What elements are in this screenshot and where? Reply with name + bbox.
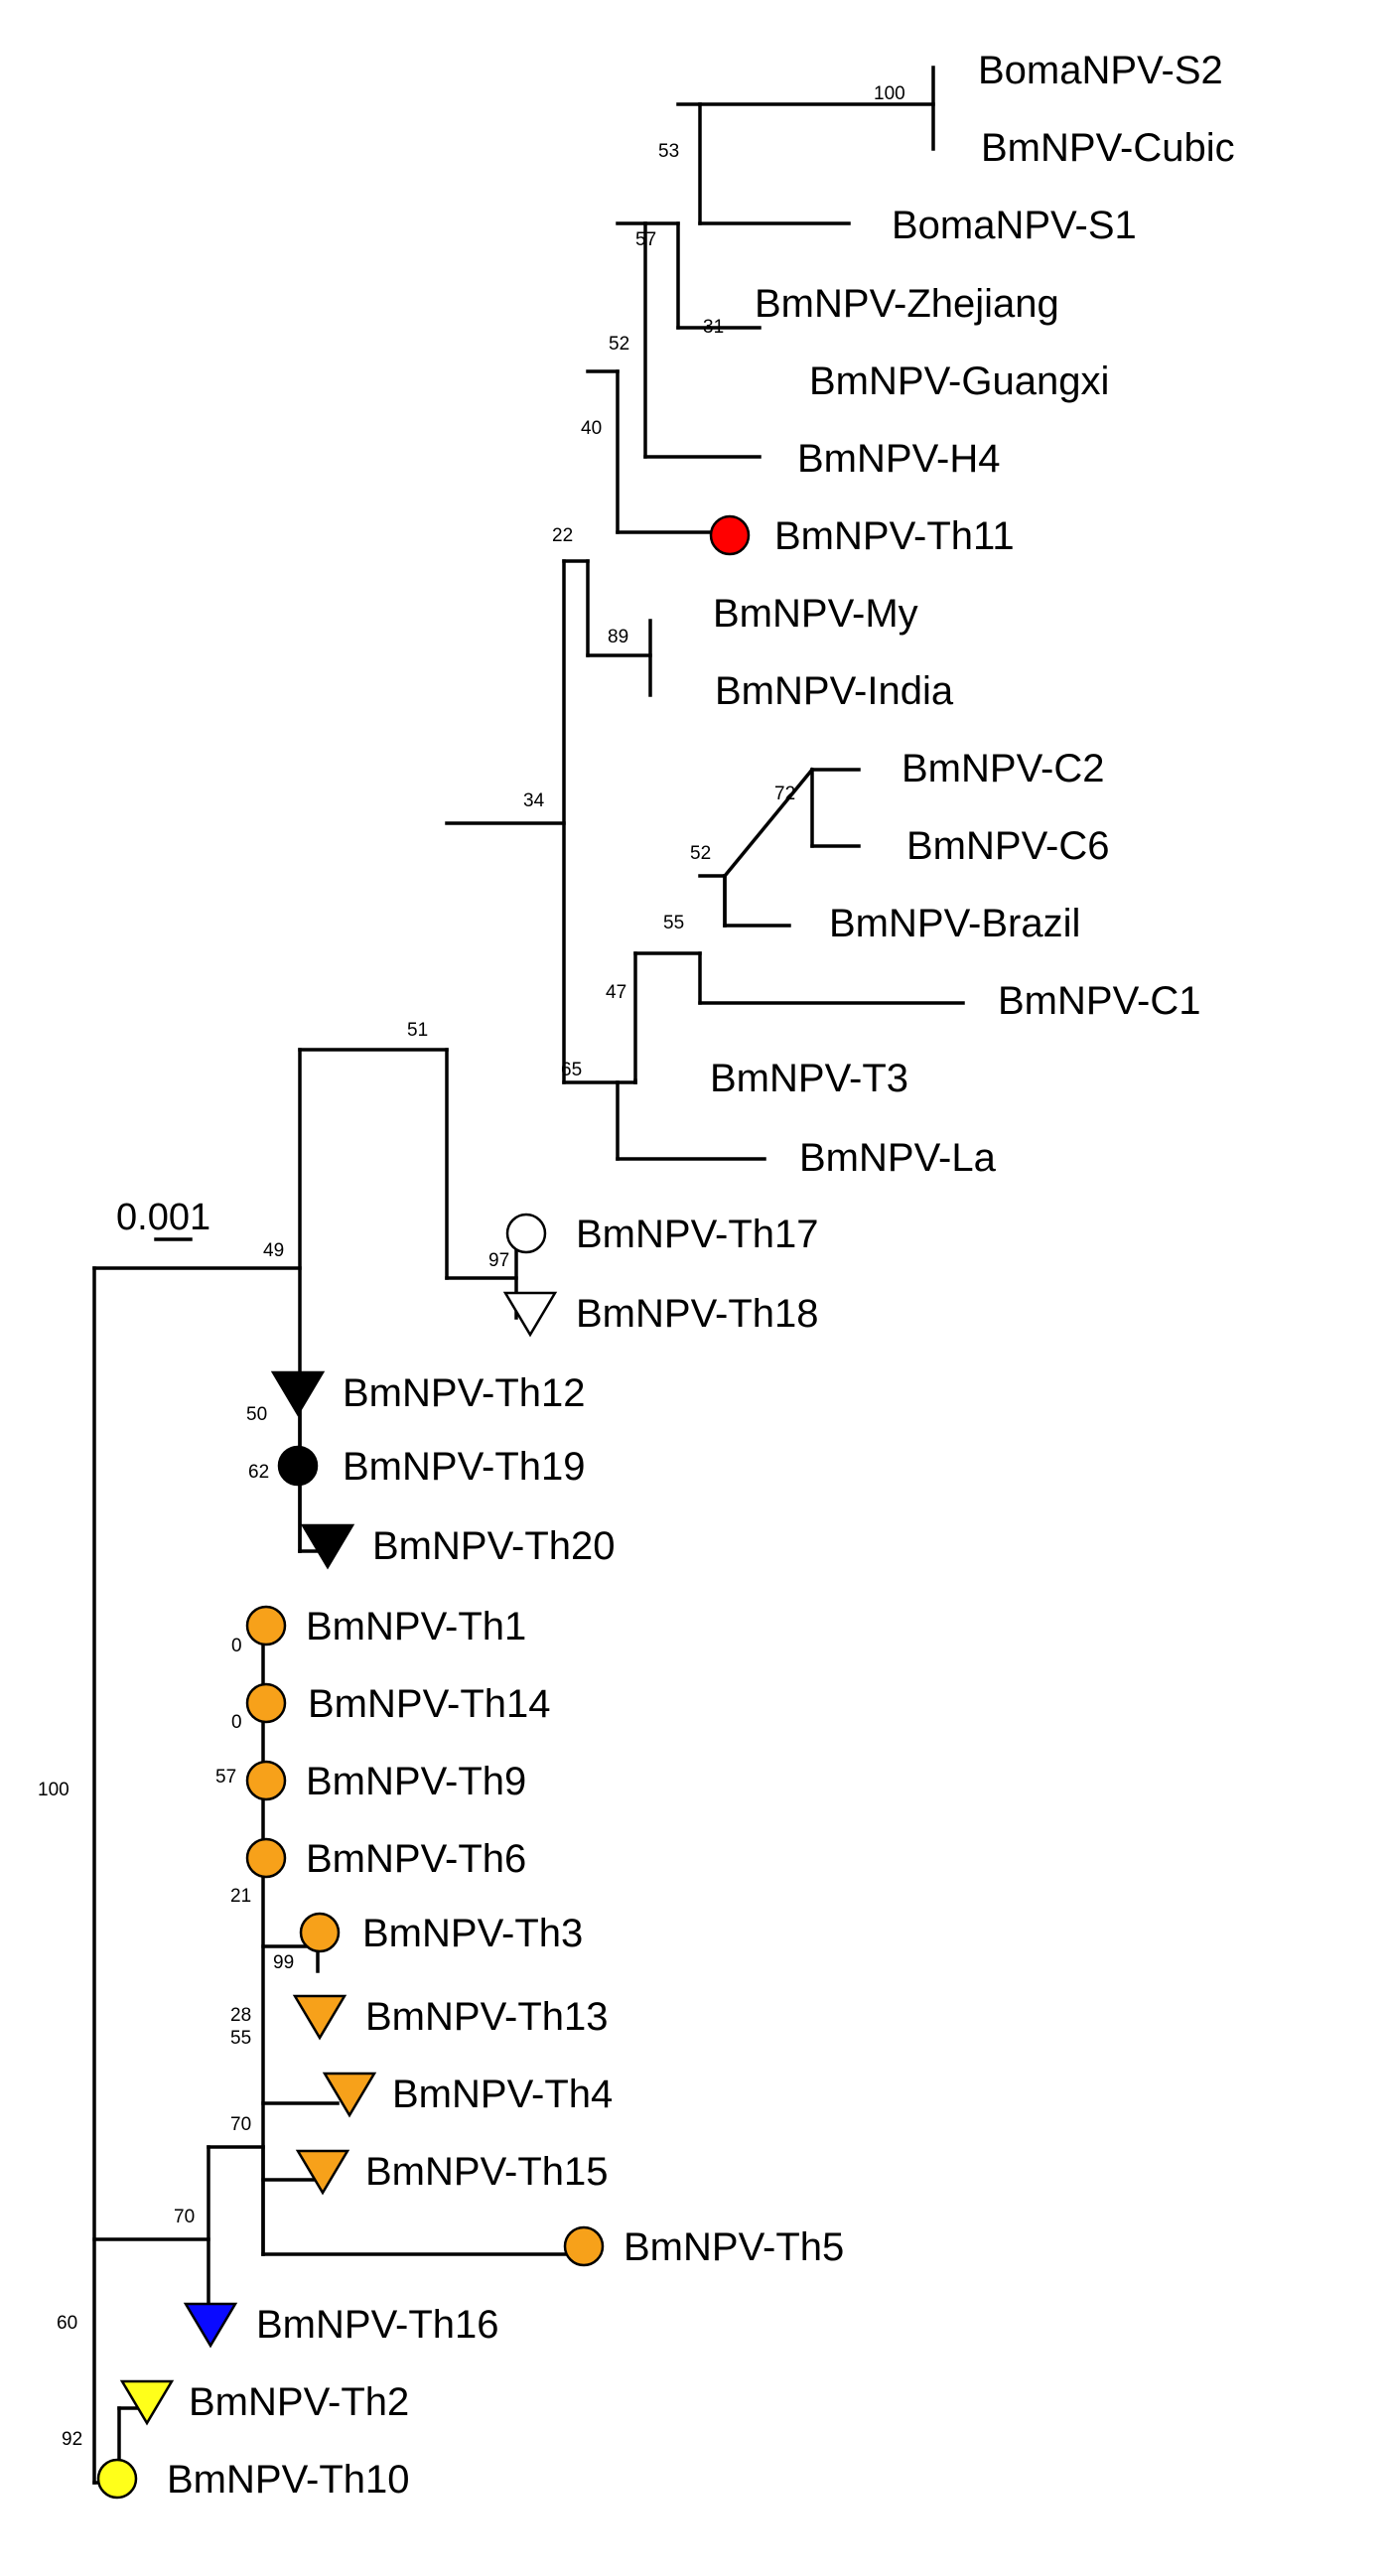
taxon-label: BmNPV-Cubic xyxy=(981,126,1235,170)
circle-marker-icon xyxy=(563,2225,605,2267)
support-value-label: 0 xyxy=(231,1712,242,1733)
triangle-marker-icon xyxy=(502,1291,558,1338)
taxon-label: BmNPV-India xyxy=(715,669,954,713)
support-value-label: 97 xyxy=(488,1250,509,1271)
taxon-label: BmNPV-My xyxy=(713,592,918,636)
taxon-label: BomaNPV-S1 xyxy=(892,204,1137,247)
support-value-label: 65 xyxy=(561,1060,582,1080)
taxon-label: BmNPV-Th14 xyxy=(308,1682,551,1726)
taxon-label: BmNPV-C6 xyxy=(906,824,1110,868)
support-value-label: 70 xyxy=(230,2114,251,2135)
taxon-label: BmNPV-C1 xyxy=(998,979,1201,1023)
taxon-labels: BomaNPV-S2 BmNPV-Cubic BomaNPV-S1 BmNPV-Zhe… xyxy=(167,49,1235,2502)
circle-marker-icon xyxy=(245,1837,287,1879)
taxon-label: BmNPV-Th4 xyxy=(392,2073,613,2116)
taxon-label: BmNPV-Th15 xyxy=(365,2150,609,2194)
support-value-label: 28 xyxy=(230,2005,251,2026)
support-value-label: 21 xyxy=(230,1886,251,1907)
taxon-label: BmNPV-Th12 xyxy=(343,1371,586,1415)
triangle-marker-icon xyxy=(322,2072,377,2118)
taxon-label: BmNPV-Th9 xyxy=(306,1760,526,1803)
support-value-label: 89 xyxy=(608,627,628,647)
taxon-label: BmNPV-Th18 xyxy=(576,1292,819,1336)
triangle-marker-icon xyxy=(292,1994,347,2041)
taxon-label: BmNPV-Th17 xyxy=(576,1213,819,1256)
taxon-label: BmNPV-Th10 xyxy=(167,2458,410,2502)
circle-marker-icon xyxy=(245,1760,287,1801)
support-value-label: 100 xyxy=(38,1780,69,1800)
branch xyxy=(722,767,815,879)
circle-marker-icon xyxy=(277,1445,319,1487)
support-value-label: 57 xyxy=(215,1767,236,1788)
taxon-label: BmNPV-Th11 xyxy=(774,514,1015,558)
support-value-label: 50 xyxy=(246,1404,267,1425)
circle-marker-icon xyxy=(505,1213,547,1254)
taxon-label: BmNPV-Th20 xyxy=(372,1524,616,1568)
support-value-label: 34 xyxy=(523,790,545,811)
support-value-label: 49 xyxy=(263,1240,284,1261)
taxon-label: BmNPV-Guangxi xyxy=(809,359,1109,403)
support-value-label: 57 xyxy=(635,229,656,250)
support-value-label: 52 xyxy=(609,334,629,355)
support-value-label: 70 xyxy=(174,2207,195,2227)
support-value-label: 99 xyxy=(273,1952,294,1973)
triangle-marker-icon xyxy=(183,2302,238,2349)
taxon-label: BmNPV-Th3 xyxy=(362,1912,583,1955)
taxon-label: BmNPV-T3 xyxy=(710,1057,908,1100)
circle-marker-icon xyxy=(96,2458,138,2500)
triangle-marker-icon xyxy=(300,1523,355,1570)
scale-bar-label: 0.001 xyxy=(116,1197,210,1238)
support-value-label: 53 xyxy=(658,141,679,162)
support-value-label: 52 xyxy=(690,843,711,864)
support-value-label: 0 xyxy=(231,1636,242,1656)
support-value-label: 47 xyxy=(606,982,626,1003)
tree-branches xyxy=(92,66,965,2485)
taxon-label: BmNPV-Brazil xyxy=(829,902,1080,945)
support-value-label: 31 xyxy=(703,317,724,338)
taxon-label: BmNPV-C2 xyxy=(902,747,1105,790)
scale-bar: 0.001 xyxy=(116,1197,210,1241)
support-value-label: 40 xyxy=(581,418,602,439)
taxon-label: BmNPV-Th16 xyxy=(256,2303,499,2347)
support-value-label: 62 xyxy=(248,1462,269,1483)
support-value-label: 55 xyxy=(663,913,684,933)
triangle-marker-icon xyxy=(119,2379,175,2426)
taxon-label: BmNPV-Th13 xyxy=(365,1995,609,2039)
taxon-label: BmNPV-Th1 xyxy=(306,1605,526,1648)
triangle-marker-icon xyxy=(295,2149,350,2196)
taxon-label: BmNPV-Th19 xyxy=(343,1445,586,1489)
circle-marker-icon xyxy=(709,514,751,556)
taxon-label: BmNPV-H4 xyxy=(797,437,1001,481)
support-value-label: 92 xyxy=(62,2429,82,2450)
triangle-marker-icon xyxy=(270,1370,326,1417)
taxon-markers xyxy=(96,514,751,2500)
support-value-label: 22 xyxy=(552,525,573,546)
support-value-label: 100 xyxy=(874,83,905,104)
taxon-label: BmNPV-Th6 xyxy=(306,1837,526,1881)
support-value-label: 55 xyxy=(230,2028,251,2049)
taxon-label: BmNPV-La xyxy=(799,1136,997,1180)
taxon-label: BmNPV-Th5 xyxy=(624,2225,844,2269)
taxon-label: BmNPV-Th2 xyxy=(189,2380,409,2424)
support-value-label: 60 xyxy=(57,2313,77,2334)
taxon-label: BomaNPV-S2 xyxy=(978,49,1223,92)
support-value-label: 72 xyxy=(774,784,795,804)
circle-marker-icon xyxy=(299,1912,341,1953)
circle-marker-icon xyxy=(245,1605,287,1646)
taxon-label: BmNPV-Zhejiang xyxy=(755,282,1059,326)
support-value-label: 51 xyxy=(407,1020,428,1041)
circle-marker-icon xyxy=(245,1682,287,1724)
support-labels: 100 53 57 31 52 40 22 89 34 72 52 55 47 65 51 97 49 50 62 0… xyxy=(38,83,905,2450)
